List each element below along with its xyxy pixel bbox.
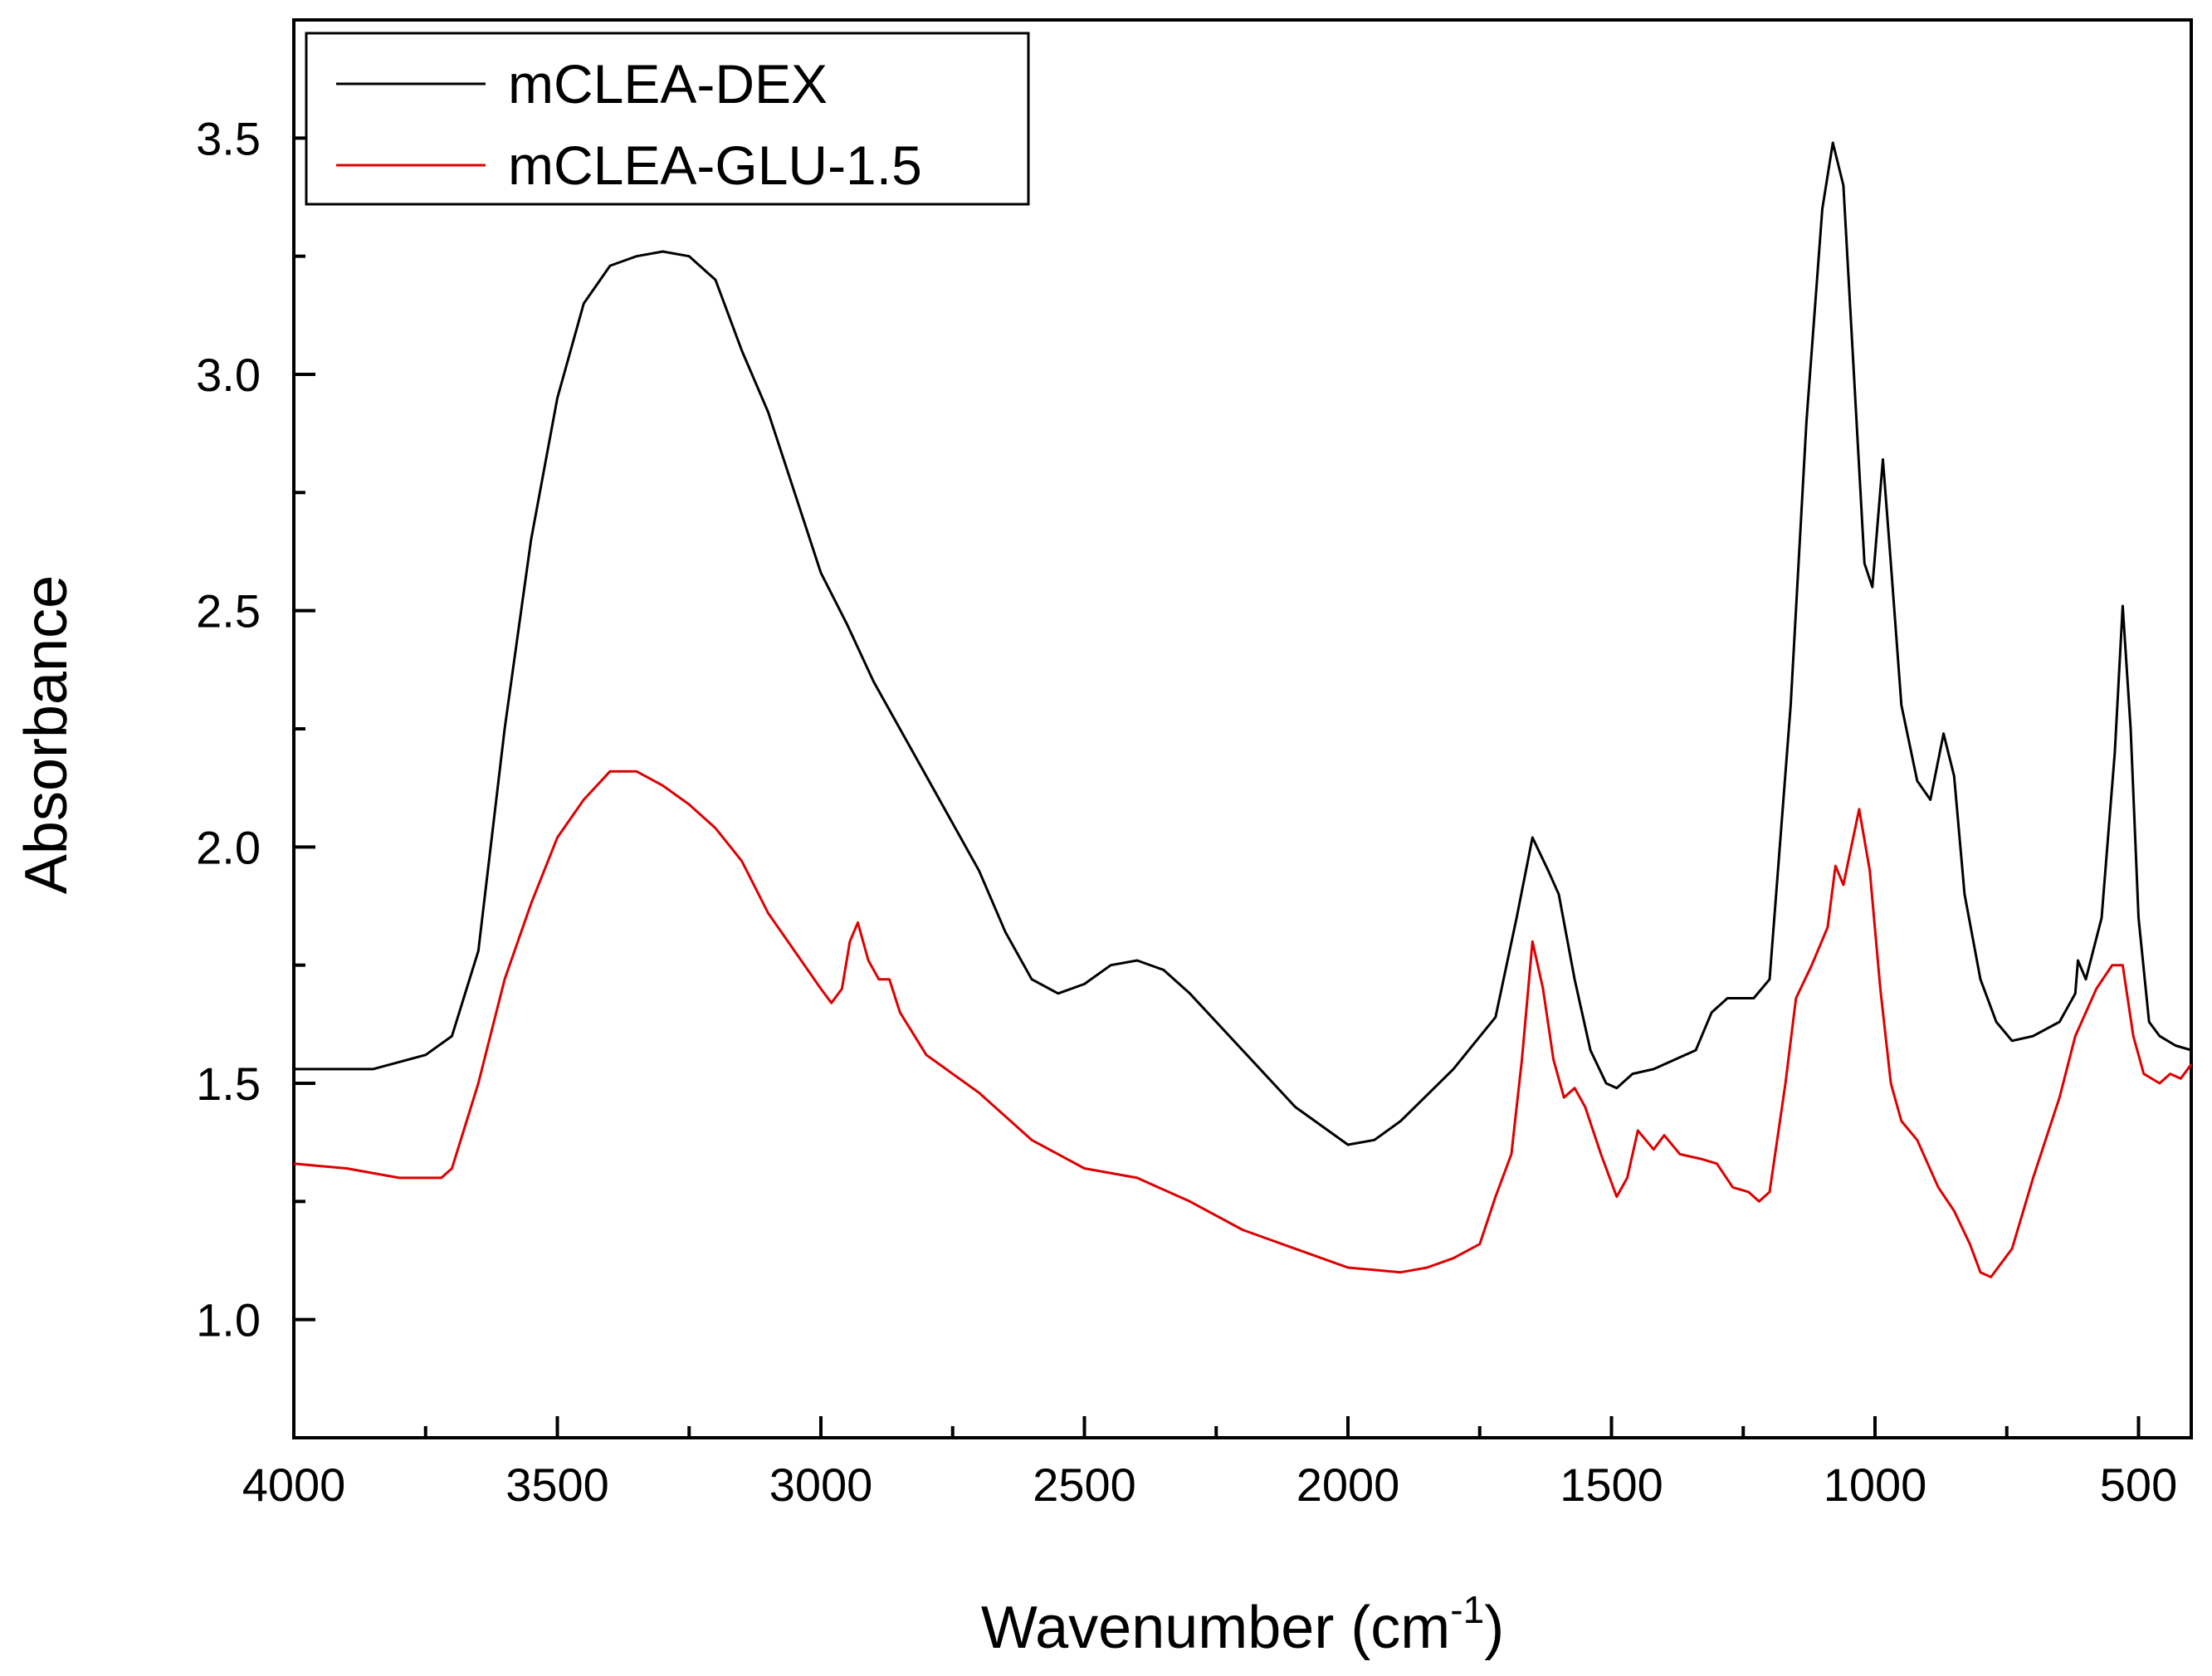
- x-axis-title: Wavenumber (cm-1): [981, 1588, 1504, 1661]
- x-axis: 4000 3500 3000 2500 2000 1500 1000 500: [242, 1416, 2177, 1511]
- series-line-mclea-glu-1-5: [293, 770, 2193, 1278]
- legend-label-1: mCLEA-GLU-1.5: [508, 134, 922, 196]
- legend-label-0: mCLEA-DEX: [508, 53, 828, 115]
- y-axis: 1.0 1.5 2.0 2.5 3.0 3.5: [196, 18, 315, 1439]
- x-axis-title-main: Wavenumber (cm: [981, 1595, 1450, 1661]
- y-tick-label: 1.5: [196, 1058, 261, 1110]
- series-layer: [293, 141, 2193, 1278]
- y-tick-label: 3.5: [196, 112, 261, 164]
- legend-box: [305, 32, 1030, 206]
- x-axis-title-superscript: -1: [1450, 1588, 1484, 1631]
- x-tick-label: 3500: [505, 1459, 609, 1511]
- x-tick-label: 3000: [769, 1459, 873, 1511]
- y-tick-label: 1.0: [196, 1294, 261, 1346]
- x-tick-label: 2500: [1033, 1459, 1136, 1511]
- y-tick-label: 2.5: [196, 585, 261, 638]
- x-tick-label: 1500: [1560, 1459, 1663, 1511]
- x-tick-label: 1000: [1824, 1459, 1927, 1511]
- y-axis-title: Absorbance: [13, 575, 80, 894]
- legend: mCLEA-DEX mCLEA-GLU-1.5: [305, 32, 1030, 206]
- x-axis-title-close: ): [1484, 1595, 1504, 1661]
- series-line-mclea-dex: [294, 141, 2192, 1146]
- x-tick-label: 500: [2100, 1459, 2177, 1511]
- y-tick-label: 3.0: [196, 349, 261, 401]
- y-tick-label: 2.0: [196, 821, 261, 873]
- x-tick-label: 2000: [1296, 1459, 1400, 1511]
- x-tick-label: 4000: [242, 1459, 346, 1511]
